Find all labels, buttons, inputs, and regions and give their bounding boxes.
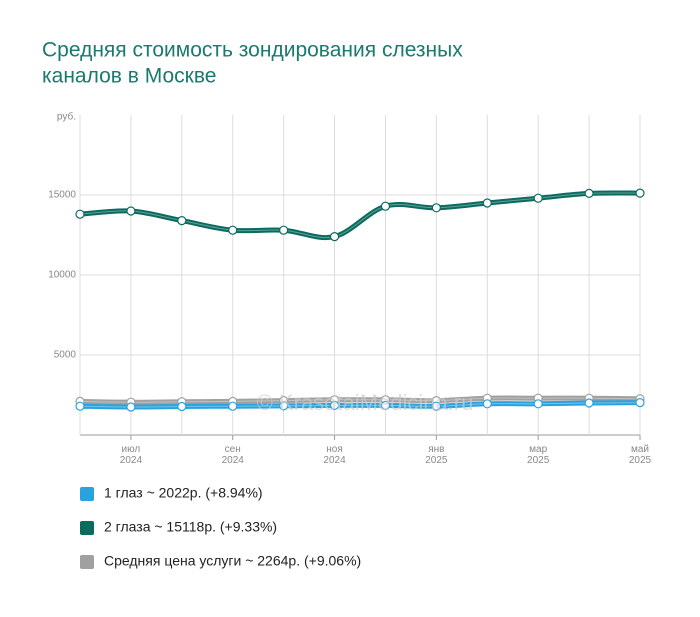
x-tick-label: ноя 2024 [323, 444, 346, 466]
legend-label: 2 глаза ~ 15118р. (+9.33%) [104, 519, 277, 535]
point [482, 399, 492, 409]
point [380, 201, 391, 211]
point [279, 225, 289, 235]
point [329, 232, 340, 242]
watermark: © KrasotaiMedicina.ru [257, 390, 474, 415]
x-tick-label: мар 2025 [527, 444, 550, 466]
point [482, 198, 492, 208]
chart-title: каналов в Москве [42, 65, 216, 88]
x-tick-label: янв 2025 [425, 444, 448, 466]
x-tick-label: май 2025 [629, 444, 652, 466]
point [126, 206, 136, 216]
point [533, 399, 543, 409]
y-tick-label: 15000 [48, 190, 76, 201]
point [635, 398, 645, 408]
point [228, 401, 238, 411]
point [431, 401, 441, 411]
point [177, 401, 187, 412]
point [279, 401, 289, 411]
point [329, 400, 340, 410]
legend-swatch [80, 555, 94, 569]
point [380, 400, 391, 410]
point [431, 203, 441, 213]
point [126, 402, 136, 412]
x-tick-label: сен 2024 [222, 444, 245, 466]
legend-swatch [80, 521, 94, 535]
point [177, 216, 187, 226]
legend-swatch [80, 487, 94, 501]
legend-label: Средняя цена услуги ~ 2264р. (+9.06%) [104, 553, 361, 569]
point [75, 401, 85, 411]
point [584, 398, 594, 408]
point [635, 188, 645, 198]
y-tick-label: 10000 [48, 270, 76, 281]
chart-title: Средняя стоимость зондирования слезных [42, 39, 463, 62]
y-axis-label: руб. [57, 111, 76, 123]
x-tick-label: июл 2024 [120, 444, 143, 466]
legend-label: 1 глаз ~ 2022р. (+8.94%) [104, 485, 263, 501]
point [533, 193, 543, 203]
line [79, 190, 641, 241]
point [75, 209, 85, 219]
y-tick-label: 5000 [54, 350, 77, 361]
point [584, 188, 594, 198]
point [228, 225, 238, 235]
